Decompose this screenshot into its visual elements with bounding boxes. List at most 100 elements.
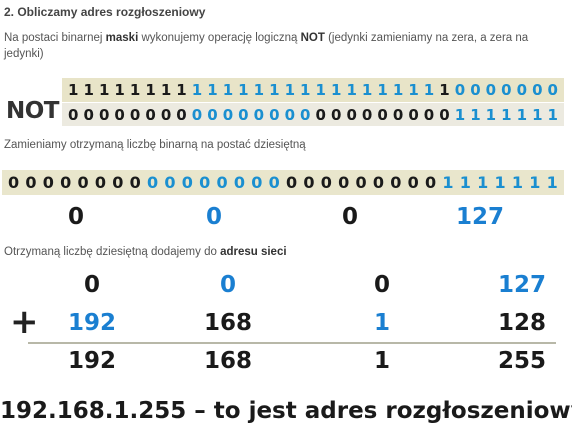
decimal-octet-2: 0 (205, 204, 222, 230)
bit: 1 (346, 81, 357, 99)
bit: 1 (408, 81, 419, 99)
add-paragraph: Otrzymaną liczbę dziesiętną dodajemy do … (4, 246, 287, 258)
sum-divider (28, 342, 556, 344)
bit: 0 (25, 173, 37, 192)
bit: 0 (315, 105, 326, 124)
bit: 0 (129, 173, 141, 192)
decimal-octet-4: 127 (455, 204, 504, 230)
decimal-octet-3: 0 (341, 204, 358, 230)
bit: 0 (222, 105, 234, 124)
bit: 1 (511, 173, 524, 192)
addend1-octet-2: 0 (219, 272, 236, 298)
bit: 0 (8, 173, 20, 192)
bit: 0 (439, 105, 450, 124)
bit: 0 (547, 81, 558, 99)
bit: 1 (315, 81, 326, 99)
bit: 1 (442, 173, 454, 192)
bit: 0 (268, 173, 280, 192)
bit: 1 (392, 81, 404, 99)
bit: 1 (330, 81, 342, 99)
bit: 0 (147, 173, 159, 192)
bit: 1 (145, 81, 156, 99)
bit: 0 (330, 105, 342, 124)
bit: 0 (423, 105, 435, 124)
bit: 0 (320, 173, 332, 192)
bit: 1 (477, 173, 489, 192)
bit: 0 (286, 173, 298, 192)
bit: 1 (361, 81, 373, 99)
plus-sign: + (10, 302, 39, 342)
decimal-octet-1: 0 (67, 204, 84, 230)
final-statement: 192.168.1.255 – to jest adres rozgłoszen… (0, 398, 572, 424)
bit: 0 (181, 173, 193, 192)
bit: 1 (114, 81, 125, 99)
bit: 1 (377, 81, 388, 99)
bit: 1 (494, 173, 506, 192)
bit: 0 (454, 81, 466, 99)
bit: 0 (425, 173, 437, 192)
addend2-octet-4: 128 (497, 310, 546, 336)
bit: 1 (532, 105, 543, 124)
bit: 0 (392, 105, 404, 124)
bit: 1 (284, 81, 295, 99)
bit: 0 (68, 105, 79, 124)
bit: 0 (238, 105, 249, 124)
bit: 1 (459, 173, 471, 192)
bit: 0 (94, 173, 107, 192)
bit: 0 (114, 105, 125, 124)
bit: 1 (529, 173, 541, 192)
bit: 1 (546, 173, 558, 192)
addend2-octet-2: 168 (203, 310, 252, 336)
bit: 0 (269, 105, 280, 124)
bit: 1 (129, 81, 141, 99)
bit: 0 (145, 105, 156, 124)
bit: 0 (372, 173, 385, 192)
bit: 1 (269, 81, 280, 99)
bit: 0 (470, 81, 481, 99)
bit: 1 (253, 81, 265, 99)
bit: 1 (238, 81, 249, 99)
bit: 0 (251, 173, 263, 192)
addend1-octet-1: 0 (83, 272, 100, 298)
bit: 1 (300, 81, 311, 99)
bit: 0 (501, 81, 512, 99)
bit: 0 (355, 173, 367, 192)
sum-octet-4: 255 (497, 348, 546, 374)
bit: 0 (485, 81, 497, 99)
bit: 0 (338, 173, 350, 192)
intro-paragraph: Na postaci binarnej maski wykonujemy ope… (4, 32, 529, 60)
bit: 0 (83, 105, 94, 124)
bit: 0 (176, 105, 187, 124)
bit: 1 (547, 105, 558, 124)
bit: 0 (98, 105, 110, 124)
addend1-octet-4: 127 (497, 272, 546, 298)
bit: 1 (485, 105, 497, 124)
bit: 0 (532, 81, 543, 99)
bit: 1 (176, 81, 187, 99)
bit: 0 (42, 173, 54, 192)
bit: 1 (222, 81, 234, 99)
bit: 1 (454, 105, 466, 124)
bit: 0 (216, 173, 228, 192)
bit: 0 (303, 173, 315, 192)
bit: 1 (83, 81, 94, 99)
sum-octet-3: 1 (373, 348, 390, 374)
bit: 1 (98, 81, 110, 99)
bit: 0 (516, 81, 528, 99)
bit: 1 (191, 81, 203, 99)
bit: 1 (470, 105, 481, 124)
bit: 0 (346, 105, 357, 124)
bit: 0 (129, 105, 141, 124)
addend2-octet-3: 1 (373, 310, 390, 336)
convert-paragraph: Zamieniamy otrzymaną liczbę binarną na p… (4, 139, 306, 151)
bit: 0 (233, 173, 246, 192)
bit: 0 (408, 105, 419, 124)
bit: 1 (439, 81, 450, 99)
bit: 0 (164, 173, 176, 192)
bit: 0 (199, 173, 211, 192)
bit: 1 (68, 81, 79, 99)
bit: 1 (160, 81, 172, 99)
